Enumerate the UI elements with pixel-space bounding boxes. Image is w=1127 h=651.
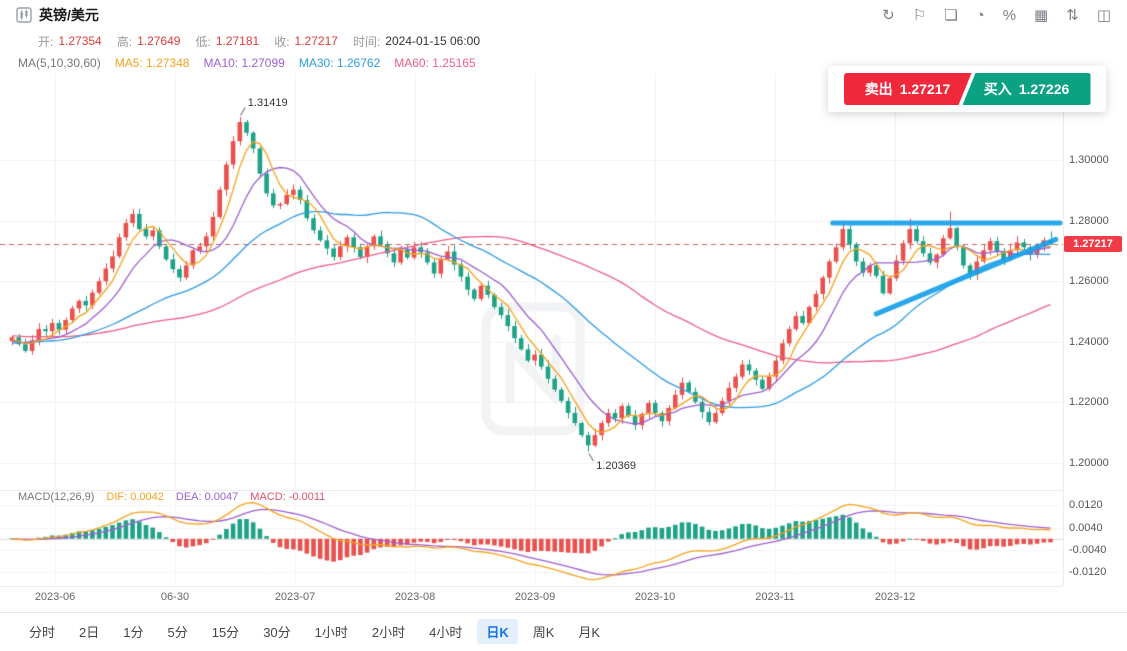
- macd-legend-item: MACD: -0.0011: [250, 491, 326, 503]
- low-label: 低:: [195, 34, 211, 49]
- buy-button-label: 买入: [983, 81, 1012, 97]
- panel-divider: [0, 490, 1063, 491]
- grid-layout-icon[interactable]: ▦: [1034, 6, 1049, 24]
- comment-icon[interactable]: ❏: [944, 6, 958, 24]
- price-axis-label: 1.30000: [1069, 154, 1109, 166]
- date-axis-label: 2023-07: [274, 591, 316, 603]
- sell-button[interactable]: 卖出 1.27217: [844, 73, 972, 105]
- macd-axis-label: -0.0040: [1069, 543, 1107, 556]
- date-axis-label: 06-30: [160, 591, 190, 603]
- header: 英镑/美元 ↻ ⚐ ❏ ◔% ▦ ⇅ ◫: [0, 0, 1127, 30]
- date-axis-label: 2023-06: [34, 591, 76, 603]
- panel-divider: [0, 586, 1063, 587]
- ma-legend-title: MA(5,10,30,60): [18, 56, 101, 70]
- price-axis-separator: [1063, 74, 1064, 586]
- timeframe-tab-4小时[interactable]: 4小时: [429, 625, 463, 640]
- instrument-title: 英镑/美元: [39, 7, 99, 23]
- timeframe-tab-2日[interactable]: 2日: [79, 625, 100, 640]
- buy-button[interactable]: 买入 1.27226: [962, 73, 1091, 105]
- quote-row: 开: 1.27354 高: 1.27649 低: 1.27181 收: 1.27…: [0, 30, 1127, 52]
- timeframe-tab-1分[interactable]: 1分: [123, 625, 144, 640]
- ma-legend-item: MA5: 1.27348: [114, 56, 190, 70]
- close-label: 收:: [274, 34, 290, 49]
- price-axis-label: 1.24000: [1069, 335, 1109, 348]
- low-value: 1.27181: [215, 34, 260, 48]
- macd-axis-label: 0.0040: [1069, 521, 1103, 534]
- sell-button-price: 1.27217: [899, 81, 951, 97]
- open-value: 1.27354: [58, 34, 102, 48]
- timeframe-tab-15分[interactable]: 15分: [211, 625, 240, 640]
- date-axis-label: 2023-08: [394, 591, 436, 603]
- time-value: 2024-01-15 06:00: [385, 34, 481, 48]
- last-price-tag: 1.27217: [1064, 236, 1122, 253]
- macd-axis-label: -0.0120: [1069, 566, 1107, 579]
- open-label: 开:: [38, 34, 54, 49]
- macd-legend-title: MACD(12,26,9): [18, 491, 95, 503]
- price-axis-label: 1.22000: [1069, 396, 1109, 409]
- timeframe-toolbar: 分时 2日 1分 5分 15分 30分 1小时 2小时 4小时 日K 周K 月K: [0, 612, 1127, 650]
- high-annotation: 1.31419: [247, 97, 288, 109]
- price-axis-label: 1.20000: [1069, 457, 1109, 469]
- macd-legend-item: DEA: 0.0047: [175, 491, 239, 503]
- macd-axis-label: 0.0120: [1069, 499, 1103, 512]
- timeframe-tab-30分[interactable]: 30分: [263, 625, 291, 640]
- high-value: 1.27649: [137, 34, 181, 48]
- date-axis-label: 2023-10: [634, 591, 676, 603]
- timeframe-tab-月K[interactable]: 月K: [578, 625, 601, 640]
- close-value: 1.27217: [294, 34, 338, 48]
- sell-button-label: 卖出: [864, 81, 893, 97]
- macd-legend-items: DIF: 0.0042 DEA: 0.0047 MACD: -0.0011: [106, 491, 325, 503]
- candlestick-chart-canvas[interactable]: [0, 74, 1063, 490]
- percent-icon[interactable]: %: [1002, 6, 1017, 24]
- trade-panel: 卖出 1.27217 买入 1.27226: [828, 66, 1106, 112]
- candlestick-logo-icon: [16, 7, 32, 23]
- ma-legend-item: MA60: 1.25165: [394, 56, 476, 70]
- timeframe-tab-2小时[interactable]: 2小时: [371, 625, 406, 640]
- pie-chart-icon[interactable]: ◔: [975, 6, 985, 24]
- macd-chart-canvas[interactable]: [0, 494, 1063, 586]
- refresh-icon[interactable]: ↻: [882, 6, 895, 24]
- chart-region: MACD(12,26,9) DIF: 0.0042 DEA: 0.0047 MACD…: [0, 74, 1127, 612]
- timeframe-tab-1小时[interactable]: 1小时: [314, 625, 348, 640]
- ma-legend-item: MA30: 1.26762: [298, 56, 381, 70]
- ma-legend-item: MA10: 1.27099: [203, 56, 285, 70]
- timeframe-tab-5分[interactable]: 5分: [167, 625, 188, 640]
- low-annotation: 1.20369: [596, 459, 636, 472]
- macd-legend: MACD(12,26,9) DIF: 0.0042 DEA: 0.0047 MACD…: [18, 491, 325, 503]
- macd-legend-item: DIF: 0.0042: [106, 491, 164, 503]
- timeframe-tab-分时[interactable]: 分时: [29, 625, 56, 640]
- flag-icon[interactable]: ⚐: [912, 6, 927, 24]
- time-label: 时间:: [352, 34, 381, 49]
- timeframe-tab-日K[interactable]: 日K: [477, 619, 518, 644]
- date-axis-label: 2023-09: [514, 591, 556, 603]
- split-panel-icon[interactable]: ◫: [1096, 6, 1111, 24]
- date-axis-label: 2023-11: [755, 591, 795, 603]
- date-axis-label: 2023-12: [874, 591, 916, 603]
- buy-button-price: 1.27226: [1018, 81, 1070, 97]
- sort-columns-icon[interactable]: ⇅: [1066, 6, 1079, 24]
- high-label: 高:: [116, 34, 133, 49]
- header-icon-strip: ↻ ⚐ ❏ ◔% ▦ ⇅ ◫: [882, 8, 1111, 23]
- price-axis-label: 1.28000: [1069, 214, 1109, 227]
- timeframe-tab-周K[interactable]: 周K: [532, 625, 555, 640]
- price-axis-label: 1.26000: [1069, 275, 1109, 288]
- ma-legend-items: MA5: 1.27348 MA10: 1.27099 MA30: 1.26762 MA…: [115, 56, 476, 70]
- ma-legend: MA(5,10,30,60) MA5: 1.27348 MA10: 1.27099…: [0, 52, 1127, 74]
